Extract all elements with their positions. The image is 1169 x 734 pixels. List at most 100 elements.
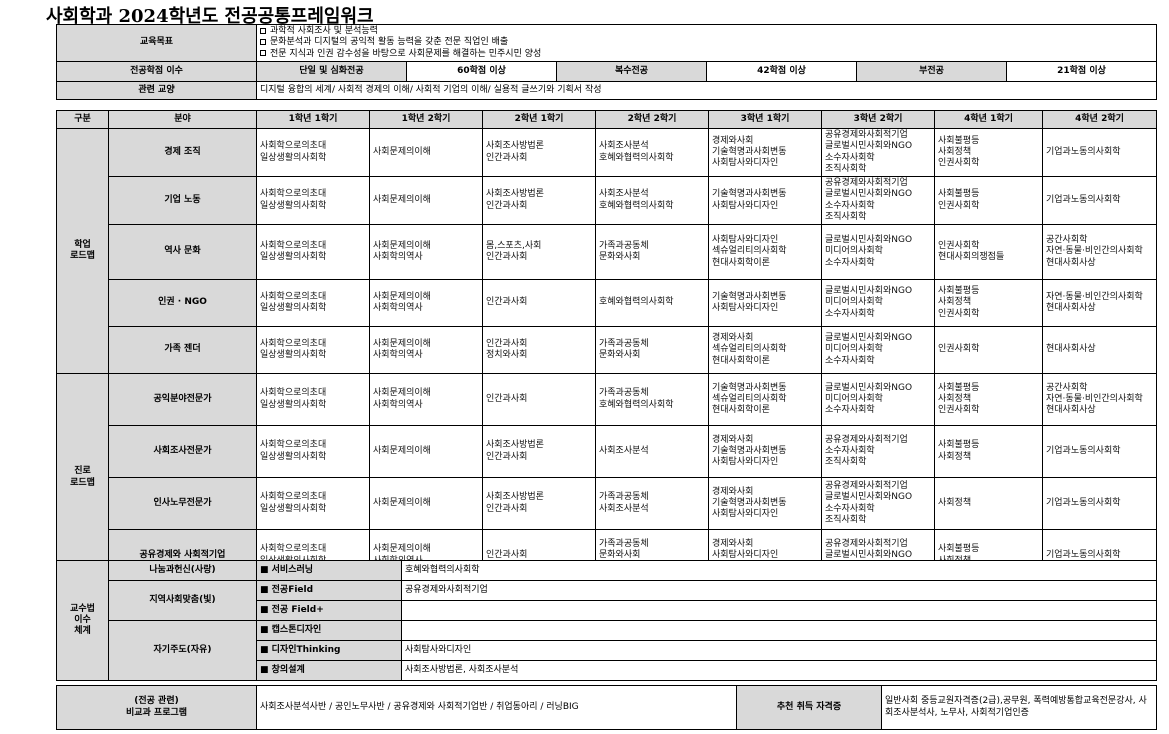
course-cell-sem-8: 공간사회학 자연·동물·비인간의사회학 현대사회사상: [1042, 373, 1157, 426]
course-cell-sem-3: 사회조사방법론 인간과사회: [482, 425, 596, 478]
extracurricular-value: 사회조사분석사반 / 공인노무사반 / 공유경제와 사회적기업반 / 취업동아리…: [256, 685, 737, 730]
course-item: 일상생활의사회학: [260, 252, 327, 262]
teaching-item-label: ■ 전공Field: [256, 580, 402, 601]
course-item: 현대사회학이론: [712, 405, 770, 416]
course-item: 사회문제의이해: [373, 240, 431, 251]
course-item: 미디어의사회학: [825, 297, 883, 308]
course-item: 일상생활의사회학: [260, 200, 327, 211]
table-row: 학업 로드맵 경제 조직 사회학으로의초대 일상생활의사회학 사회문제의이해 사회조사방법론…: [56, 128, 1157, 374]
course-item: 소수자사회학: [825, 152, 875, 163]
course-item: 소수자사회학: [825, 257, 875, 268]
goal-list: 과학적 사회조사 및 분석능력 문화분석과 디지털의 공익적 활동 능력을 갖춘…: [255, 24, 1158, 62]
course-item: 사회문제의이해: [373, 388, 431, 399]
square-bullet-icon: ■: [260, 604, 272, 615]
extracurricular-label-line2: 비교과 프로그램: [125, 707, 188, 718]
course-item: 경제와사회: [712, 333, 754, 344]
course-item: 글로벌시민사회와NGO: [825, 189, 913, 200]
course-item: 사회학의역사: [373, 350, 423, 360]
table-row: 인권 · NGO 사회학으로의초대 일상생활의사회학 사회문제의이해 사회학의역사 인간과…: [57, 279, 1157, 327]
course-item: 인간과사회: [486, 200, 528, 211]
course-item: 일상생활의사회학: [260, 350, 327, 360]
col-header-sem-4-1: 4학년 1학기: [934, 110, 1043, 129]
course-item: 사회불평등: [938, 382, 980, 393]
course-item: 인간과사회: [486, 252, 528, 262]
course-item: 사회탐사와디자인: [712, 509, 779, 520]
course-cell-sem-4: 가족과공동체 사회조사분석: [595, 477, 709, 530]
course-item: 기업과노동의사회학: [1046, 445, 1121, 456]
course-item: 조직사회학: [825, 211, 867, 222]
table-row: 가족 젠더 사회학으로의초대 일상생활의사회학 사회문제의이해 사회학의역사 인간과사회 정…: [57, 326, 1157, 374]
teaching-item-text: 전공 Field+: [271, 604, 324, 615]
teaching-item-label: ■ 디자인Thinking: [256, 640, 402, 661]
course-item: 문화와사회: [599, 252, 641, 262]
course-cell-sem-6: 공유경제와사회적기업 소수자사회학 조직사회학: [821, 425, 935, 478]
course-item: 사회문제의이해: [373, 146, 431, 157]
course-cell-sem-4: 가족과공동체 문화와사회: [595, 326, 709, 374]
table-row: 역사 문화 사회학으로의초대 일상생활의사회학 사회문제의이해 사회학의역사 몸,스포츠,…: [57, 224, 1157, 280]
course-item: 현대사회의쟁점들: [938, 252, 1005, 262]
course-item: 사회학으로의초대: [260, 544, 327, 555]
table-row: 인사노무전문가 사회학으로의초대 일상생활의사회학 사회문제의이해 사회조사방법론 인간과…: [57, 477, 1157, 530]
teaching-row: ■ 창의설계 사회조사방법론, 사회조사분석: [57, 660, 1157, 681]
col-header-sem-2-2: 2학년 2학기: [595, 110, 709, 129]
course-item: 사회학으로의초대: [260, 338, 327, 349]
course-item: 사회조사방법론: [486, 440, 544, 451]
course-item: 소수자사회학: [825, 405, 875, 416]
course-cell-sem-8: 기업과노동의사회학: [1042, 128, 1157, 177]
col-header-sem-1-2: 1학년 2학기: [369, 110, 483, 129]
related-value: 디지털 융합의 세계/ 사회적 경제의 이해/ 사회적 기업의 이해/ 실용적 …: [255, 80, 1158, 100]
course-item: 인간과사회: [486, 503, 528, 514]
teaching-category-1: 나눔과헌신(사랑): [108, 560, 257, 581]
course-item: 사회학으로의초대: [260, 388, 327, 399]
course-item: 글로벌시민사회와NGO: [825, 235, 913, 246]
course-item: 공유경제와사회적기업: [825, 481, 908, 491]
extracurricular-label-line1: (전공 관련): [134, 696, 179, 707]
credit-key-single: 단일 및 심화전공: [256, 60, 407, 82]
course-item: 기업과노동의사회학: [1046, 549, 1121, 560]
course-item: 인간과사회: [486, 297, 528, 308]
course-item: 기업과노동의사회학: [1046, 146, 1121, 157]
goal-label: 교육목표: [56, 24, 257, 62]
course-item: 기술혁명과사회변동: [712, 146, 787, 157]
course-item: 일상생활의사회학: [260, 303, 327, 313]
course-item: 공간사회학: [1046, 382, 1088, 393]
col-header-sem-3-1: 3학년 1학기: [708, 110, 822, 129]
course-item: 소수자사회학: [825, 200, 875, 211]
course-cell-sem-6: 공유경제와사회적기업 글로벌시민사회와NGO 소수자사회학 조직사회학: [821, 128, 935, 177]
course-item: 경제와사회: [712, 434, 754, 445]
course-item: 소수자사회학: [825, 503, 875, 514]
goal-item-2: 문화분석과 디지털의 공익적 활동 능력을 갖춘 전문 직업인 배출: [260, 37, 1153, 48]
teaching-row: 교수법 이수 체계 나눔과헌신(사랑) ■ 서비스러닝 호혜와협력의사회학: [56, 560, 1157, 681]
course-item: 사회문제의이해: [373, 194, 431, 205]
square-bullet-icon: ■: [260, 624, 272, 635]
roadmap-body: 학업 로드맵 경제 조직 사회학으로의초대 일상생활의사회학 사회문제의이해 사회조사방법론…: [56, 128, 1157, 582]
course-item: 인권사회학: [938, 405, 980, 416]
goal-item-3: 전문 지식과 인권 감수성을 바탕으로 사회문제를 해결하는 민주시민 양성: [260, 49, 1153, 60]
course-cell-sem-6: 공유경제와사회적기업 글로벌시민사회와NGO 소수자사회학 조직사회학: [821, 176, 935, 225]
course-item: 사회탐사와디자인: [712, 200, 779, 211]
teaching-item-value: 사회탐사와디자인: [401, 640, 1157, 661]
course-item: 조직사회학: [825, 457, 867, 468]
course-item: 사회정책: [938, 146, 972, 157]
course-item: 사회학의역사: [373, 399, 423, 410]
teaching-row: ■ 전공 Field+: [57, 600, 1157, 621]
course-item: 가족과공동체: [599, 388, 649, 399]
roadmap-field-label: 경제 조직: [108, 128, 257, 177]
course-item: 인간과사회: [486, 549, 528, 560]
course-item: 현대사회사상: [1046, 303, 1096, 313]
course-cell-sem-7: 사회불평등 사회정책 인권사회학: [934, 279, 1043, 327]
teaching-item-label: ■ 캡스톤디자인: [256, 620, 402, 641]
course-cell-sem-5: 경제와사회 기술혁명과사회변동 사회탐사와디자인: [708, 128, 822, 177]
teaching-body: 교수법 이수 체계 나눔과헌신(사랑) ■ 서비스러닝 호혜와협력의사회학 지역사회맞춤(빛…: [56, 560, 1157, 681]
roadmap-field-label: 인권 · NGO: [108, 279, 257, 327]
course-item: 현대사회사상: [1046, 405, 1096, 416]
course-cell-sem-3: 사회조사방법론 인간과사회: [482, 128, 596, 177]
course-item: 호혜와협력의사회학: [599, 152, 674, 163]
teaching-item-label: ■ 서비스러닝: [256, 560, 402, 581]
course-item: 글로벌시민사회와NGO: [825, 382, 913, 393]
course-cell-sem-8: 기업과노동의사회학: [1042, 176, 1157, 225]
course-item: 일상생활의사회학: [260, 152, 327, 163]
teaching-row: 자기주도(자유) ■ 캡스톤디자인: [57, 620, 1157, 681]
